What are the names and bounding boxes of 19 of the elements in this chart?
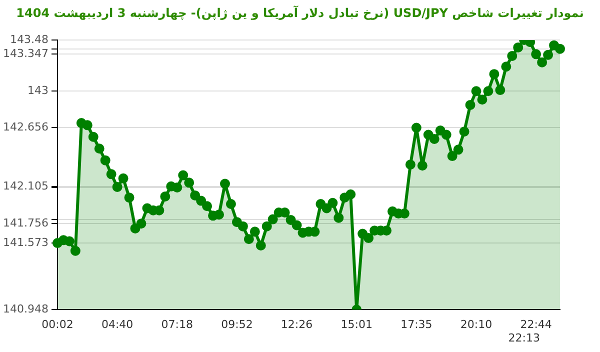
x-tick-label: 22:13	[508, 331, 540, 344]
y-tick-label: 141.573	[2, 236, 48, 249]
x-tick-label: 12:26	[280, 318, 313, 332]
y-tick-label: 141.756	[2, 216, 48, 230]
x-tick-label: 00:02	[42, 318, 74, 332]
x-tick-label: 04:40	[101, 318, 134, 332]
x-tick-label: 17:35	[400, 318, 432, 332]
x-tick-label: 07:18	[161, 318, 193, 332]
y-tick-label: 142.656	[2, 120, 48, 134]
y-tick-label: 143.48	[10, 32, 48, 46]
y-tick-label: 140.948	[2, 302, 48, 316]
x-tick-label: 22:44	[520, 318, 552, 332]
y-tick-label: 143	[27, 84, 48, 97]
y-tick-label: 143.347	[2, 47, 48, 60]
x-tick-label: 09:52	[221, 318, 253, 332]
chart-title: نمودار تغییرات شاخص USD/JPY (نرخ تبادل دلار آمریکا و ین ژاپن)- چهارشنبه 3 اردیبهشت 1404	[15, 6, 585, 20]
x-tick-label: 15:01	[340, 318, 372, 332]
x-tick-label: 20:10	[460, 318, 492, 332]
y-tick-label: 142.105	[2, 179, 48, 192]
